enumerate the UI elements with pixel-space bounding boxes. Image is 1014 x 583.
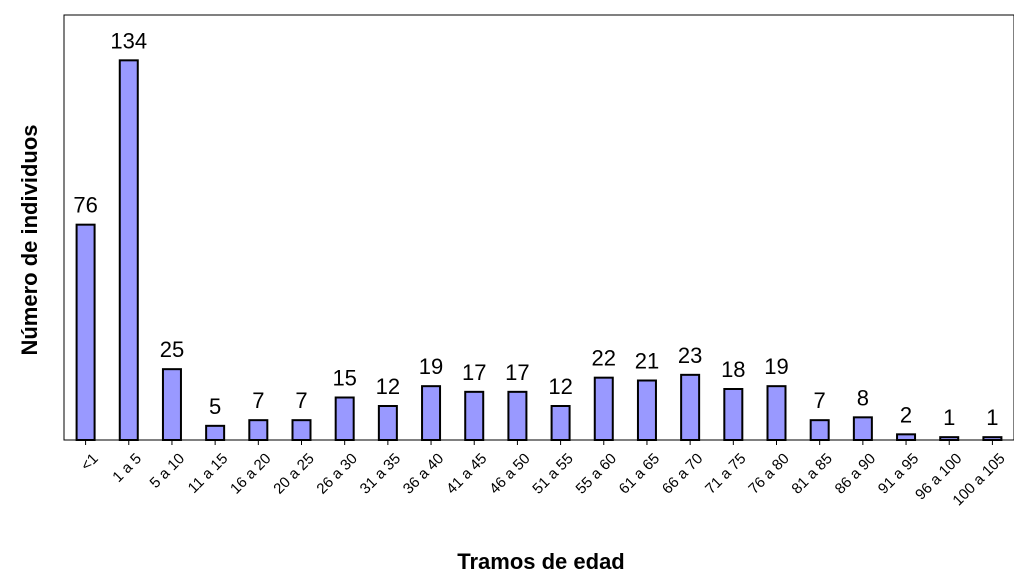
bar-18 (852, 416, 873, 442)
bar-14 (680, 373, 701, 442)
x-tick-label-14: 66 a 70 (659, 450, 706, 497)
x-tick-label-17: 81 a 85 (788, 450, 835, 497)
x-tick-label-5: 20 a 25 (270, 450, 317, 497)
x-tick-label-3: 11 a 15 (185, 450, 232, 497)
data-label-18: 8 (857, 385, 869, 410)
x-axis-label: Tramos de edad (457, 549, 625, 574)
data-label-16: 19 (764, 354, 788, 379)
bar-3 (205, 424, 226, 442)
x-tick-label-6: 26 a 30 (313, 450, 360, 497)
x-tick-label-4: 16 a 20 (227, 450, 274, 497)
data-label-14: 23 (678, 343, 702, 368)
x-tick-label-18: 86 a 90 (832, 450, 879, 497)
data-label-21: 1 (986, 405, 998, 430)
bar-1 (118, 59, 139, 441)
bar-10 (507, 390, 528, 442)
bar-15 (723, 388, 744, 441)
data-label-4: 7 (252, 388, 264, 413)
bar-5 (291, 419, 312, 441)
x-tick-label-9: 41 a 45 (443, 450, 490, 497)
bar-8 (421, 385, 442, 441)
bar-12 (593, 376, 614, 441)
data-label-10: 17 (505, 360, 529, 385)
bar-13 (636, 379, 657, 441)
data-label-3: 5 (209, 394, 221, 419)
bar-20 (939, 436, 960, 441)
x-tick-label-7: 31 a 35 (357, 450, 404, 497)
bar-21 (982, 436, 1003, 441)
data-label-1: 134 (110, 28, 147, 53)
bar-9 (464, 390, 485, 442)
y-axis-label: Número de individuos (17, 124, 42, 356)
data-label-2: 25 (160, 337, 184, 362)
data-label-8: 19 (419, 354, 443, 379)
bar-19 (896, 433, 917, 442)
bar-16 (766, 385, 787, 441)
data-label-17: 7 (814, 388, 826, 413)
bar-2 (161, 368, 182, 441)
bar-17 (809, 419, 830, 441)
data-label-6: 15 (332, 366, 356, 391)
data-label-5: 7 (295, 388, 307, 413)
bar-7 (377, 405, 398, 441)
data-label-7: 12 (376, 374, 400, 399)
bar-4 (248, 419, 269, 441)
x-tick-label-0: <1 (78, 450, 102, 474)
data-label-15: 18 (721, 357, 745, 382)
x-tick-label-10: 46 a 50 (486, 450, 533, 497)
bar-0 (75, 223, 96, 441)
bar-11 (550, 405, 571, 441)
x-tick-label-15: 71 a 75 (702, 450, 749, 497)
data-label-13: 21 (635, 349, 659, 374)
data-label-9: 17 (462, 360, 486, 385)
x-tick-label-13: 61 a 65 (616, 450, 663, 497)
x-tick-label-11: 51 a 55 (529, 450, 576, 497)
bar-6 (334, 396, 355, 441)
x-tick-label-2: 5 a 10 (147, 450, 189, 492)
data-label-12: 22 (592, 346, 616, 371)
data-label-19: 2 (900, 402, 912, 427)
x-tick-label-8: 36 a 40 (400, 450, 447, 497)
data-label-20: 1 (943, 405, 955, 430)
x-tick-label-1: 1 a 5 (109, 450, 145, 486)
x-tick-label-12: 55 a 60 (573, 450, 620, 497)
x-tick-label-16: 76 a 80 (745, 450, 792, 497)
plot-area (63, 14, 1014, 441)
data-label-0: 76 (73, 193, 97, 218)
data-label-11: 12 (548, 374, 572, 399)
